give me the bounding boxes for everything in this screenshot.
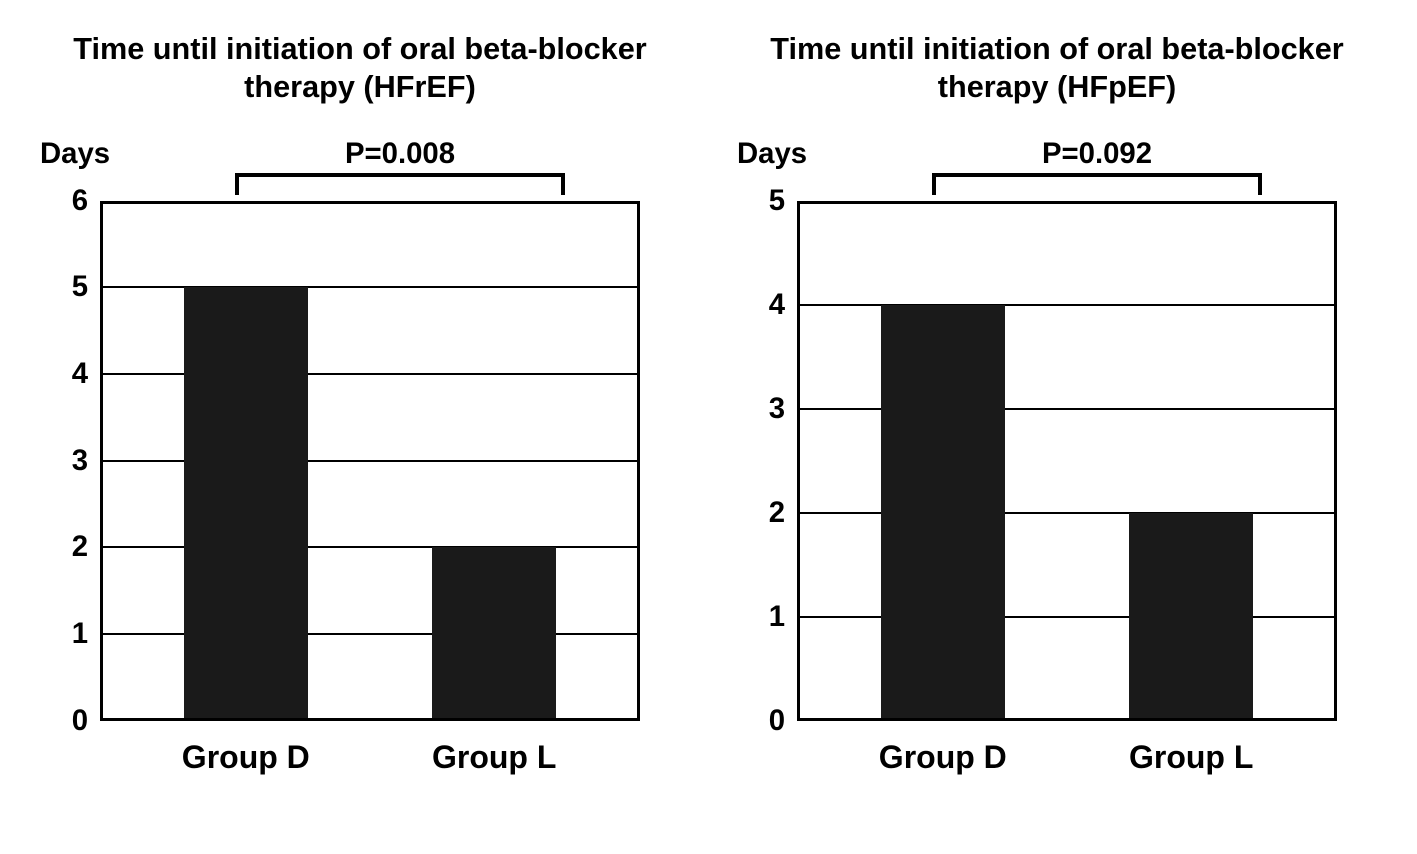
pvalue-label: P=0.092 bbox=[1042, 137, 1152, 171]
plot-area-hfpef bbox=[797, 201, 1337, 721]
bracket-vleft bbox=[932, 173, 936, 195]
ytick-label: 6 bbox=[72, 184, 88, 218]
chart-row: 0123456 bbox=[40, 201, 680, 721]
plot-border bbox=[797, 201, 1337, 721]
xlabel: Group D bbox=[879, 739, 1007, 776]
comparison-bracket bbox=[932, 173, 1262, 195]
gridline bbox=[797, 616, 1337, 618]
ytick-label: 1 bbox=[769, 600, 785, 634]
gridline bbox=[100, 460, 640, 462]
ytick-label: 5 bbox=[769, 184, 785, 218]
pvalue-wrap: P=0.092 bbox=[817, 137, 1377, 195]
bracket-hbar bbox=[932, 173, 1262, 177]
ytick-label: 4 bbox=[72, 357, 88, 391]
y-axis-label: Days bbox=[737, 137, 817, 171]
axis-header-row: Days P=0.008 bbox=[40, 137, 680, 195]
xlabel: Group D bbox=[182, 739, 310, 776]
ytick-label: 1 bbox=[72, 617, 88, 651]
panel-title-hfpef: Time until initiation of oral beta-block… bbox=[770, 30, 1343, 107]
y-ticks: 012345 bbox=[737, 201, 797, 721]
bar-group-l bbox=[432, 547, 556, 720]
y-ticks: 0123456 bbox=[40, 201, 100, 721]
panel-title-hfref: Time until initiation of oral beta-block… bbox=[73, 30, 646, 107]
ytick-label: 5 bbox=[72, 270, 88, 304]
panel-hfpef: Time until initiation of oral beta-block… bbox=[737, 30, 1377, 814]
panel-title-line1: Time until initiation of oral beta-block… bbox=[770, 32, 1343, 66]
bracket-vleft bbox=[235, 173, 239, 195]
bar-group-l bbox=[1129, 513, 1253, 721]
ytick-label: 2 bbox=[769, 496, 785, 530]
gridline bbox=[797, 408, 1337, 410]
panel-title-line2: therapy (HFpEF) bbox=[938, 70, 1176, 104]
plot-area-hfref bbox=[100, 201, 640, 721]
ytick-label: 3 bbox=[769, 392, 785, 426]
gridline bbox=[100, 373, 640, 375]
bracket-vright bbox=[561, 173, 565, 195]
gridline bbox=[797, 512, 1337, 514]
x-labels-area: Group D Group L bbox=[797, 739, 1377, 779]
ytick-label: 2 bbox=[72, 530, 88, 564]
figure-panels: Time until initiation of oral beta-block… bbox=[0, 0, 1417, 854]
ytick-label: 4 bbox=[769, 288, 785, 322]
pvalue-wrap: P=0.008 bbox=[120, 137, 680, 195]
gridline bbox=[100, 286, 640, 288]
gridline bbox=[100, 546, 640, 548]
bar-group-d bbox=[881, 305, 1005, 721]
ytick-label: 0 bbox=[72, 704, 88, 738]
bracket-vright bbox=[1258, 173, 1262, 195]
panel-hfref: Time until initiation of oral beta-block… bbox=[40, 30, 680, 814]
x-labels-row: Group D Group L bbox=[737, 739, 1377, 779]
xlabel-spacer bbox=[737, 739, 797, 779]
panel-title-line2: therapy (HFrEF) bbox=[244, 70, 476, 104]
pvalue-label: P=0.008 bbox=[345, 137, 455, 171]
xlabel: Group L bbox=[1129, 739, 1253, 776]
ytick-label: 3 bbox=[72, 444, 88, 478]
ytick-label: 0 bbox=[769, 704, 785, 738]
bar-group-d bbox=[184, 287, 308, 720]
gridline bbox=[100, 633, 640, 635]
bracket-hbar bbox=[235, 173, 565, 177]
chart-row: 012345 bbox=[737, 201, 1377, 721]
gridline bbox=[797, 304, 1337, 306]
xlabel-spacer bbox=[40, 739, 100, 779]
panel-title-line1: Time until initiation of oral beta-block… bbox=[73, 32, 646, 66]
axis-header-row: Days P=0.092 bbox=[737, 137, 1377, 195]
x-labels-area: Group D Group L bbox=[100, 739, 680, 779]
comparison-bracket bbox=[235, 173, 565, 195]
xlabel: Group L bbox=[432, 739, 556, 776]
y-axis-label: Days bbox=[40, 137, 120, 171]
x-labels-row: Group D Group L bbox=[40, 739, 680, 779]
